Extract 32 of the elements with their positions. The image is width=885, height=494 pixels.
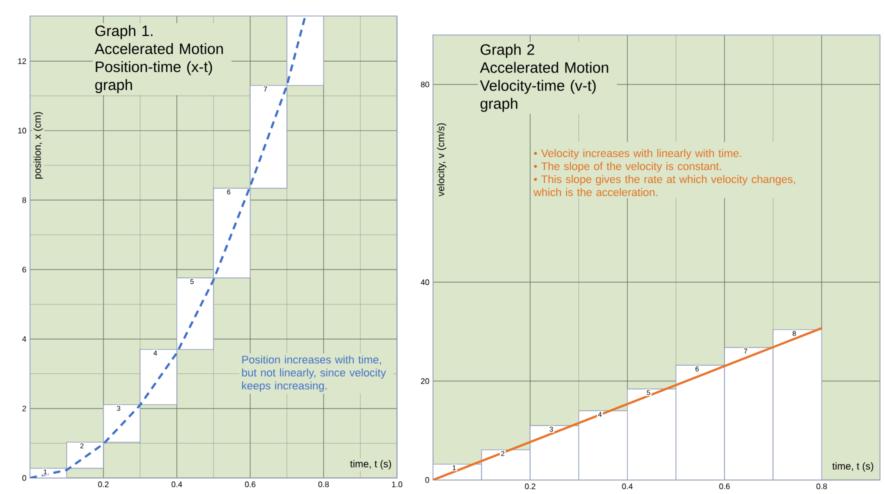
x-tick-label: 0.8 [318, 482, 329, 488]
y-axis-title: position, x (cm) [34, 112, 43, 179]
y-axis-title: velocity, v (cm/s) [436, 123, 446, 196]
annotation: • This slope gives the rate at which velocity changes, which is the acceleration. [534, 175, 795, 196]
x-tick-label: 0.4 [622, 484, 633, 490]
y-tick-label: 6 [22, 266, 26, 272]
y-tick-label: 20 [420, 378, 430, 384]
y-tick-label: 2 [22, 406, 26, 412]
text: Graph 1. [95, 25, 152, 40]
x-axis-title: time, t (s) [350, 460, 392, 470]
y-tick-label: 0 [425, 477, 430, 483]
x-tick-label: 0.2 [98, 482, 109, 488]
x-tick-label: 0.8 [816, 484, 827, 490]
y-tick-label: 4 [22, 336, 26, 342]
y-tick-label: 12 [18, 58, 26, 64]
y-tick-label: 10 [18, 128, 26, 134]
x-tick-label: 0.6 [719, 484, 730, 490]
x-tick-label: 0.4 [172, 482, 182, 488]
x-tick-label: 1.0 [392, 482, 402, 488]
x-tick-label: 0.6 [244, 482, 256, 488]
y-tick-label: 8 [22, 197, 26, 203]
y-tick-label: 40 [420, 279, 430, 286]
annotation: • Velocity increases with linearly with time. [534, 149, 742, 160]
annotation: Position increases with time, but not linearly, since velocity keeps increasing. [242, 355, 386, 392]
text: Accelerated Motion Position-time (x-t) graph [94, 43, 223, 94]
text: Graph 2 [480, 44, 534, 58]
x-axis-title: time, t (s) [832, 462, 874, 472]
y-tick-label: 80 [420, 82, 430, 88]
x-tick-label: 0.2 [524, 484, 536, 490]
annotation: • The slope of the velocity is constant. [534, 162, 722, 172]
y-tick-label: 0 [22, 475, 26, 481]
text: Accelerated Motion Velocity-time (v-t) graph [480, 62, 608, 112]
